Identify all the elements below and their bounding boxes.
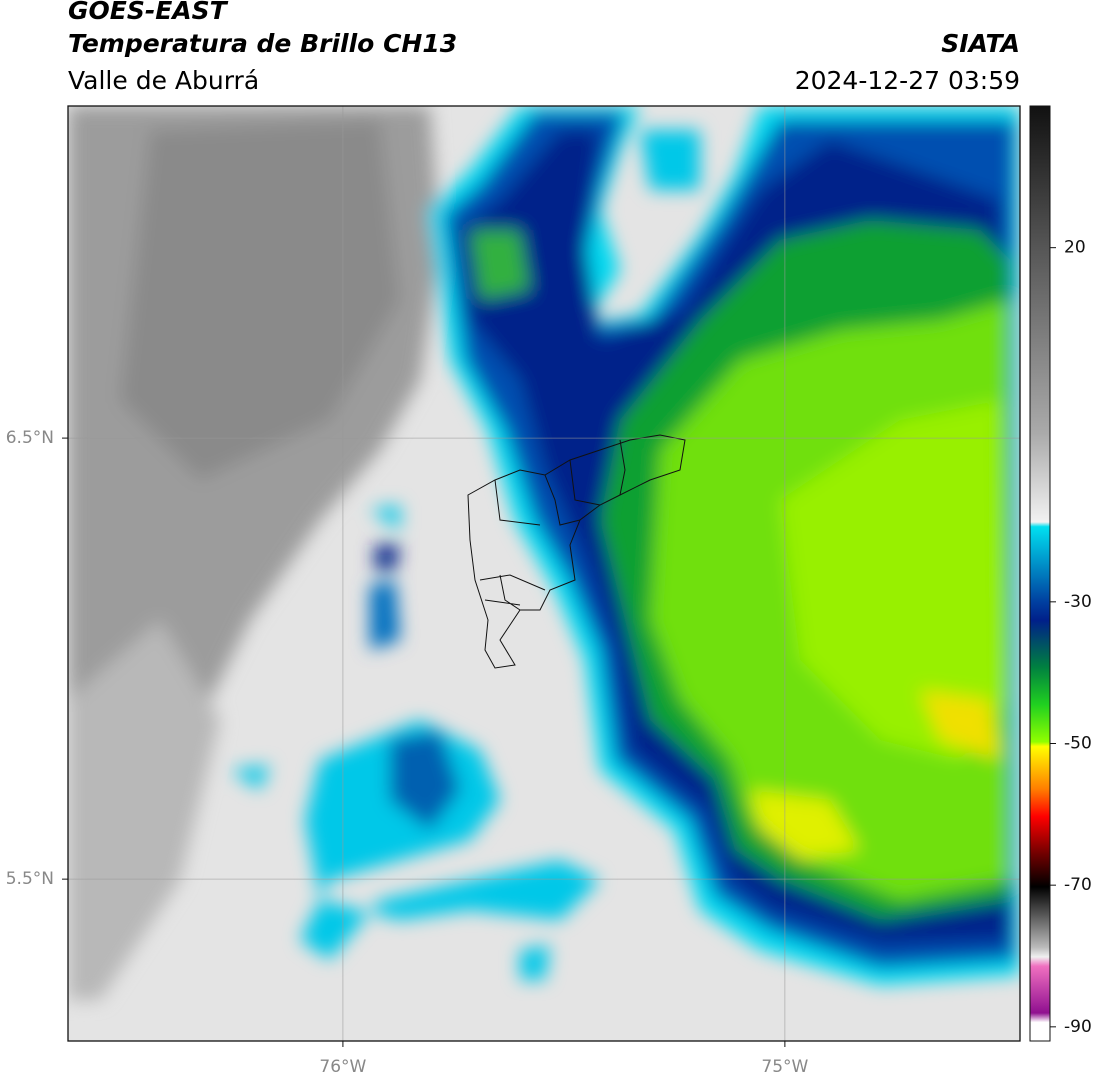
satellite-image bbox=[68, 106, 1020, 1041]
title: GOES-EAST bbox=[68, 0, 229, 25]
x-tick-label: 75°W bbox=[761, 1057, 808, 1077]
colorbar-tick-label: -50 bbox=[1064, 734, 1092, 754]
colorbar-tick-label: -70 bbox=[1064, 875, 1092, 895]
x-tick-label: 76°W bbox=[319, 1057, 366, 1077]
municipal-boundaries bbox=[467, 434, 686, 669]
colorbar-tick-label: 20 bbox=[1064, 238, 1086, 258]
grid bbox=[68, 106, 1020, 1041]
map-frame bbox=[67, 105, 1021, 1042]
colorbar bbox=[1029, 105, 1051, 1042]
colorbar-tick-label: -90 bbox=[1064, 1017, 1092, 1037]
y-tick-label: 6.5°N bbox=[6, 428, 54, 448]
source: SIATA bbox=[941, 29, 1020, 58]
timestamp: 2024-12-27 03:59 bbox=[795, 66, 1020, 95]
colorbar-tick-label: -30 bbox=[1064, 592, 1092, 612]
region: Valle de Aburrá bbox=[68, 66, 259, 95]
subtitle: Temperatura de Brillo CH13 bbox=[68, 29, 457, 58]
y-tick-label: 5.5°N bbox=[6, 869, 54, 889]
